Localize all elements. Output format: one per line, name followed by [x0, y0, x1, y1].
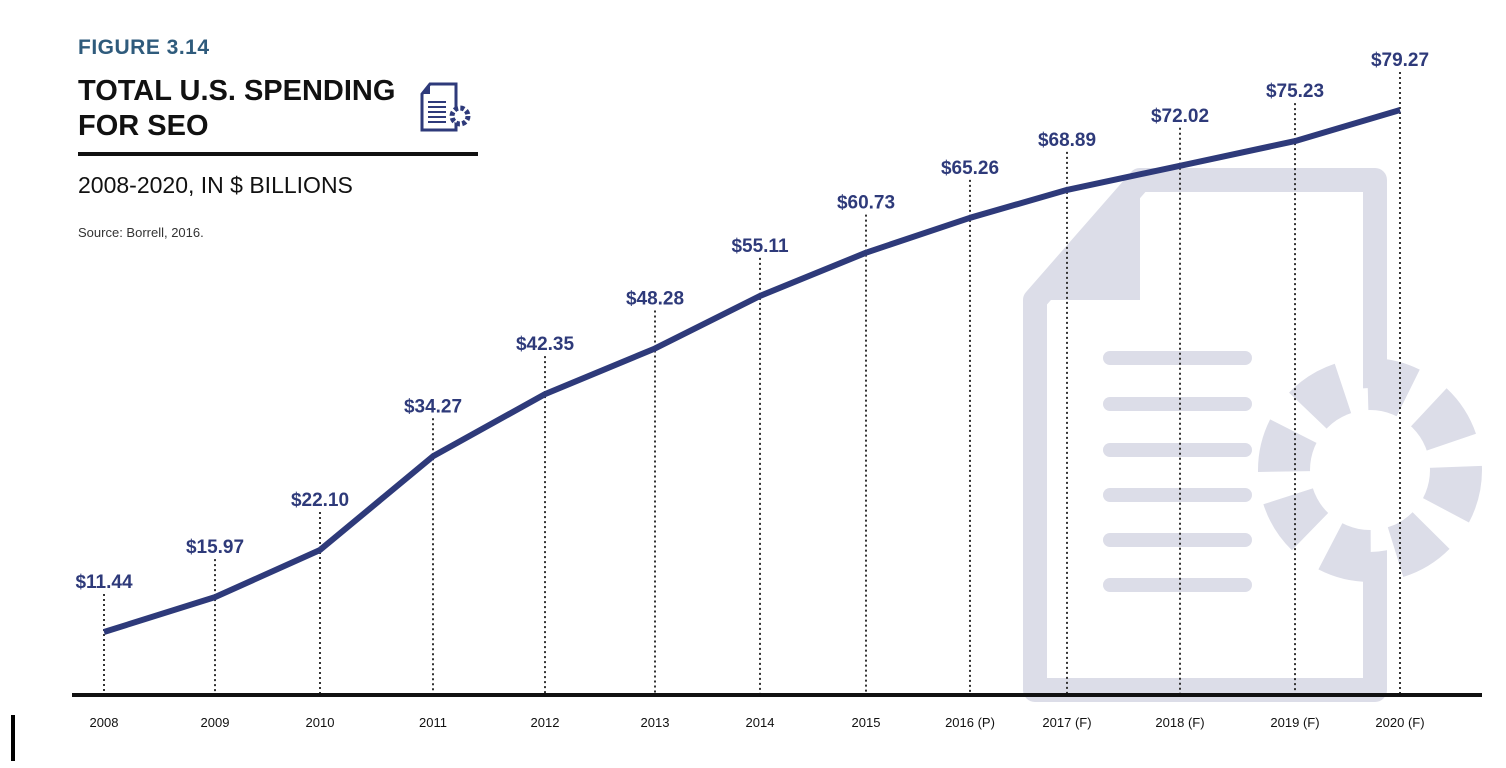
data-label: $34.27	[404, 396, 462, 417]
x-tick-label: 2016 (P)	[945, 715, 995, 730]
edge-mark	[11, 715, 15, 761]
x-tick-label: 2008	[90, 715, 119, 730]
chart-subtitle: 2008-2020, IN $ BILLIONS	[78, 172, 353, 198]
x-tick-label: 2018 (F)	[1155, 715, 1204, 730]
x-tick-label: 2014	[746, 715, 775, 730]
x-tick-label: 2017 (F)	[1042, 715, 1091, 730]
data-label: $65.26	[941, 158, 999, 179]
x-tick-label: 2009	[201, 715, 230, 730]
data-label: $68.89	[1038, 130, 1096, 151]
series-line	[103, 107, 1401, 635]
document-gear-watermark-icon	[1023, 168, 1482, 702]
data-label: $79.27	[1371, 50, 1429, 71]
data-label: $15.97	[186, 537, 244, 558]
data-label: $22.10	[291, 490, 349, 511]
document-gear-icon	[418, 80, 476, 143]
title-rule	[78, 152, 478, 156]
data-label: $60.73	[837, 193, 895, 214]
data-label: $55.11	[731, 236, 788, 257]
data-label: $72.02	[1151, 106, 1209, 127]
chart-source: Source: Borrell, 2016.	[78, 225, 204, 240]
chart-title: TOTAL U.S. SPENDING FOR SEO	[78, 75, 396, 142]
x-tick-label: 2013	[641, 715, 670, 730]
figure-label: FIGURE 3.14	[78, 36, 210, 59]
data-label: $48.28	[626, 288, 684, 309]
x-tick-label: 2012	[531, 715, 560, 730]
x-tick-label: 2019 (F)	[1270, 715, 1319, 730]
x-tick-label: 2010	[306, 715, 335, 730]
data-label: $75.23	[1266, 81, 1324, 102]
x-tick-label: 2011	[419, 715, 447, 730]
x-tick-label: 2020 (F)	[1375, 715, 1424, 730]
data-label: $42.35	[516, 334, 575, 355]
data-label: $11.44	[75, 572, 132, 593]
x-tick-label: 2015	[852, 715, 881, 730]
